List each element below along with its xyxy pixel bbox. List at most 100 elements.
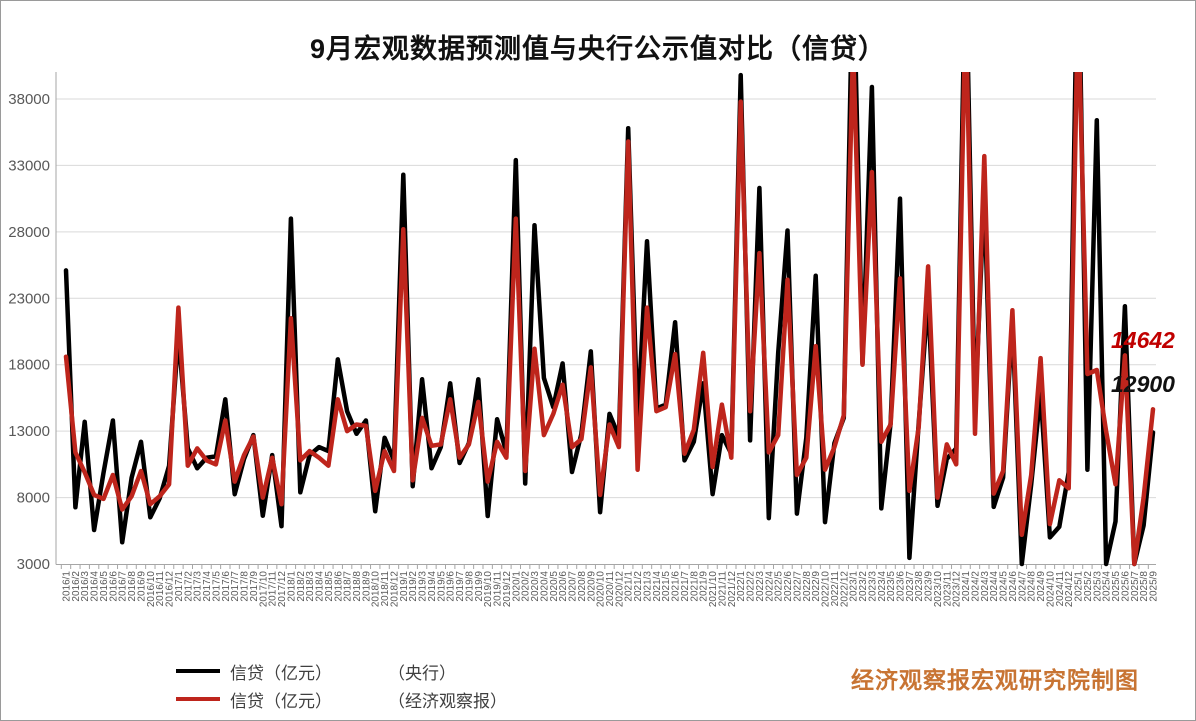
svg-text:2022/9: 2022/9 [811, 571, 822, 602]
svg-text:2024/3: 2024/3 [980, 571, 991, 602]
svg-text:2021/3: 2021/3 [642, 571, 653, 602]
svg-text:2022/1: 2022/1 [736, 571, 747, 602]
svg-text:2017/10: 2017/10 [258, 571, 269, 608]
svg-text:2018/12: 2018/12 [389, 571, 400, 608]
svg-text:2021/12: 2021/12 [727, 571, 738, 608]
svg-text:2023/12: 2023/12 [952, 571, 963, 608]
svg-text:2023/1: 2023/1 [849, 571, 860, 602]
svg-text:2022/5: 2022/5 [774, 571, 785, 602]
svg-text:2022/4: 2022/4 [764, 571, 775, 602]
annotation-forecast-value: 14642 [1111, 327, 1175, 353]
svg-text:2018/5: 2018/5 [324, 571, 335, 602]
legend-qualifier-economic-observer: （经济观察报） [388, 691, 507, 711]
svg-text:2024/1: 2024/1 [961, 571, 972, 602]
svg-text:2023/10: 2023/10 [933, 571, 944, 608]
svg-text:2017/9: 2017/9 [249, 571, 260, 602]
svg-text:2017/2: 2017/2 [183, 571, 194, 602]
svg-text:2021/2: 2021/2 [633, 571, 644, 602]
svg-text:2022/3: 2022/3 [755, 571, 766, 602]
svg-text:2020/12: 2020/12 [614, 571, 625, 608]
svg-text:18000: 18000 [8, 357, 50, 374]
svg-text:2024/4: 2024/4 [989, 571, 1000, 602]
y-axis-labels: 3000 8000 13000 18000 23000 28000 33000 38000 [8, 91, 50, 573]
svg-text:2017/6: 2017/6 [221, 571, 232, 602]
svg-text:2016/12: 2016/12 [165, 571, 176, 608]
svg-text:2016/3: 2016/3 [80, 571, 91, 602]
svg-text:2021/11: 2021/11 [717, 571, 728, 607]
svg-text:2022/7: 2022/7 [792, 571, 803, 602]
legend-label-central-bank: 信贷（亿元） [230, 663, 332, 683]
svg-text:38000: 38000 [8, 91, 50, 108]
svg-text:2019/1: 2019/1 [399, 571, 410, 602]
svg-text:2021/8: 2021/8 [689, 571, 700, 602]
svg-text:2024/10: 2024/10 [1045, 571, 1056, 608]
svg-text:2016/5: 2016/5 [99, 571, 110, 602]
svg-text:2018/7: 2018/7 [343, 571, 354, 602]
svg-text:2019/2: 2019/2 [408, 571, 419, 602]
svg-text:2023/6: 2023/6 [895, 571, 906, 602]
svg-text:2020/5: 2020/5 [549, 571, 560, 602]
svg-text:2017/8: 2017/8 [240, 571, 251, 602]
svg-text:33000: 33000 [8, 157, 50, 174]
svg-text:2021/10: 2021/10 [708, 571, 719, 608]
svg-text:2024/8: 2024/8 [1027, 571, 1038, 602]
svg-text:8000: 8000 [17, 490, 50, 507]
svg-text:2017/1: 2017/1 [174, 571, 185, 602]
svg-text:2018/11: 2018/11 [380, 571, 391, 607]
svg-text:2020/8: 2020/8 [577, 571, 588, 602]
svg-text:2016/2: 2016/2 [71, 571, 82, 602]
svg-text:2024/5: 2024/5 [999, 571, 1010, 602]
legend: 信贷（亿元） （央行） 信贷（亿元） （经济观察报） [176, 657, 507, 713]
svg-text:2016/1: 2016/1 [62, 571, 73, 602]
svg-text:2018/4: 2018/4 [315, 571, 326, 602]
svg-text:2023/2: 2023/2 [858, 571, 869, 602]
svg-text:2017/4: 2017/4 [202, 571, 213, 602]
svg-text:2019/10: 2019/10 [483, 571, 494, 608]
svg-text:2025/1: 2025/1 [1074, 571, 1085, 602]
annotation-actual-value: 12900 [1111, 371, 1175, 397]
svg-text:2020/11: 2020/11 [605, 571, 616, 607]
svg-text:2025/8: 2025/8 [1139, 571, 1150, 602]
series-lines [63, 72, 1156, 567]
svg-text:2020/9: 2020/9 [586, 571, 597, 602]
svg-text:2019/12: 2019/12 [502, 571, 513, 608]
legend-qualifier-central-bank: （央行） [388, 663, 456, 683]
svg-text:2021/5: 2021/5 [661, 571, 672, 602]
svg-text:2016/6: 2016/6 [108, 571, 119, 602]
svg-text:2019/3: 2019/3 [418, 571, 429, 602]
legend-swatch-central-bank [176, 669, 220, 673]
svg-text:2024/11: 2024/11 [1055, 571, 1066, 607]
svg-text:2018/3: 2018/3 [305, 571, 316, 602]
svg-text:2023/8: 2023/8 [914, 571, 925, 602]
svg-text:2019/4: 2019/4 [427, 571, 438, 602]
svg-text:2020/1: 2020/1 [511, 571, 522, 602]
svg-text:2025/9: 2025/9 [1149, 571, 1160, 602]
svg-text:2024/6: 2024/6 [1008, 571, 1019, 602]
svg-text:2017/7: 2017/7 [230, 571, 241, 602]
svg-text:2018/6: 2018/6 [333, 571, 344, 602]
svg-text:2020/2: 2020/2 [521, 571, 532, 602]
svg-text:2021/4: 2021/4 [652, 571, 663, 602]
svg-text:2016/7: 2016/7 [118, 571, 129, 602]
series-line-economic-observer [63, 72, 1156, 567]
svg-text:2022/8: 2022/8 [802, 571, 813, 602]
svg-text:2019/11: 2019/11 [493, 571, 504, 607]
svg-text:2024/9: 2024/9 [1036, 571, 1047, 602]
svg-text:2020/10: 2020/10 [596, 571, 607, 608]
svg-text:2022/10: 2022/10 [821, 571, 832, 608]
svg-text:2019/8: 2019/8 [464, 571, 475, 602]
svg-text:2025/5: 2025/5 [1111, 571, 1122, 602]
svg-text:2017/11: 2017/11 [268, 571, 279, 607]
svg-text:2016/10: 2016/10 [146, 571, 157, 608]
svg-text:2016/8: 2016/8 [127, 571, 138, 602]
svg-text:2018/8: 2018/8 [352, 571, 363, 602]
svg-text:2017/3: 2017/3 [193, 571, 204, 602]
svg-text:28000: 28000 [8, 224, 50, 241]
svg-text:2020/3: 2020/3 [530, 571, 541, 602]
svg-text:3000: 3000 [17, 556, 50, 573]
svg-text:2024/12: 2024/12 [1064, 571, 1075, 608]
svg-text:2024/7: 2024/7 [1017, 571, 1028, 602]
svg-text:2025/3: 2025/3 [1092, 571, 1103, 602]
svg-text:2019/6: 2019/6 [446, 571, 457, 602]
